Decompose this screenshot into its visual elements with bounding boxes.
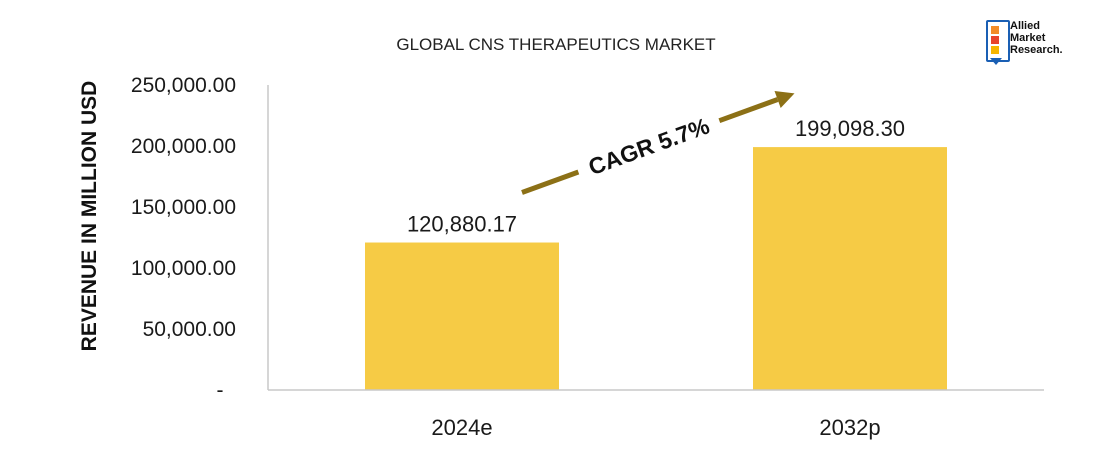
y-axis-ticks: - 50,000.00 100,000.00 150,000.00 200,000.00… bbox=[131, 74, 236, 402]
y-tick-label: 100,000.00 bbox=[131, 257, 236, 280]
value-label: 120,880.17 bbox=[407, 212, 517, 237]
y-tick-label: 150,000.00 bbox=[131, 196, 236, 219]
category-label: 2032p bbox=[819, 415, 880, 440]
value-label: 199,098.30 bbox=[795, 116, 905, 141]
company-logo: Allied Market Research. bbox=[986, 20, 1096, 68]
logo-text: Allied Market Research. bbox=[1010, 20, 1063, 56]
cagr-label: CAGR 5.7% bbox=[585, 112, 713, 180]
y-axis-label: REVENUE IN MILLION USD bbox=[78, 81, 101, 352]
y-tick-label: 50,000.00 bbox=[143, 318, 236, 341]
chart-title: GLOBAL CNS THERAPEUTICS MARKET bbox=[396, 35, 715, 54]
cagr-arrow-tail bbox=[521, 169, 580, 195]
bars bbox=[365, 147, 947, 390]
x-axis-ticks: 2024e 2032p bbox=[431, 415, 880, 440]
y-tick-label: 250,000.00 bbox=[131, 74, 236, 97]
bar-2024e bbox=[365, 242, 559, 390]
bar-2032p bbox=[753, 147, 947, 390]
y-tick-label: 200,000.00 bbox=[131, 135, 236, 158]
category-label: 2024e bbox=[431, 415, 492, 440]
logo-mark-icon bbox=[986, 20, 1010, 62]
y-tick-label: - bbox=[217, 379, 224, 402]
value-labels: 120,880.17 199,098.30 bbox=[407, 116, 905, 236]
cagr-arrow-shaft bbox=[718, 97, 779, 124]
cagr-arrow-head bbox=[774, 91, 795, 108]
